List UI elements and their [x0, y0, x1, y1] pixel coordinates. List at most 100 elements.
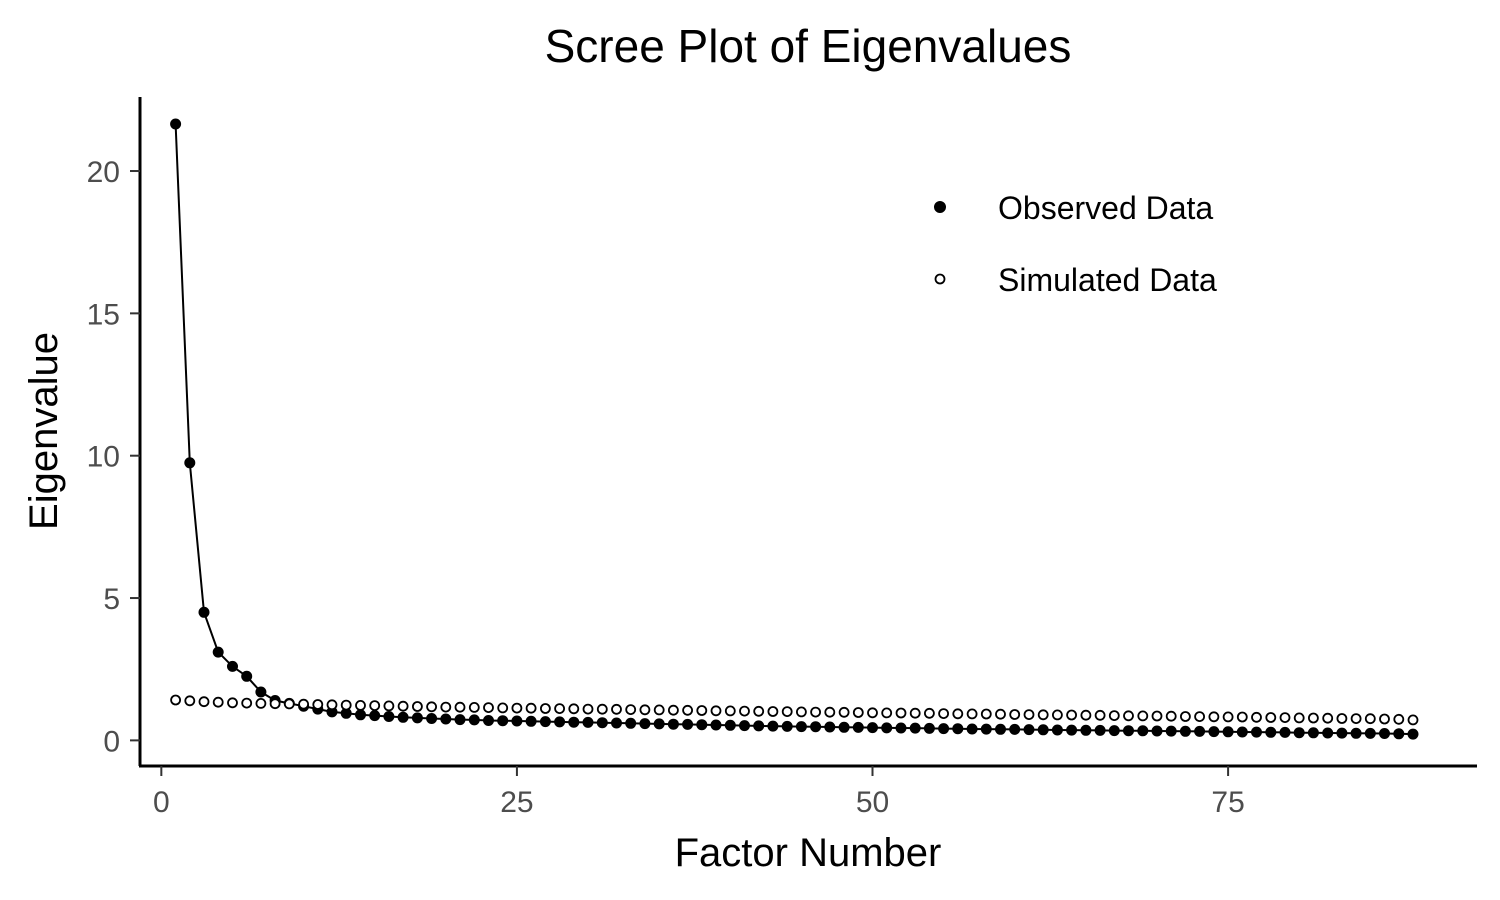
- data-point: [1165, 725, 1177, 737]
- data-point: [852, 707, 864, 718]
- data-point: [625, 717, 637, 729]
- data-point: [867, 707, 878, 719]
- data-point: [397, 711, 409, 723]
- data-point: [540, 703, 551, 714]
- data-point: [767, 720, 779, 732]
- data-point: [411, 712, 423, 724]
- data-point: [667, 718, 679, 730]
- data-point: [696, 705, 708, 716]
- data-point: [952, 708, 964, 720]
- data-point: [1208, 711, 1220, 723]
- data-point: [1251, 711, 1262, 723]
- data-point: [411, 701, 423, 712]
- data-point: [355, 700, 366, 711]
- data-point: [611, 717, 622, 729]
- data-point: [753, 705, 765, 717]
- data-point: [554, 716, 566, 728]
- data-point: [383, 711, 395, 722]
- data-point: [212, 646, 224, 658]
- data-point: [227, 697, 238, 709]
- data-point: [653, 718, 665, 730]
- data-point: [1080, 709, 1092, 721]
- data-point: [440, 701, 452, 713]
- data-point: [1023, 724, 1035, 736]
- data-point: [426, 701, 438, 713]
- data-point: [483, 702, 494, 713]
- x-axis-title: Factor Number: [675, 831, 942, 875]
- series-simulated-data: [170, 694, 1419, 726]
- data-point: [1265, 712, 1277, 723]
- data-point: [1051, 724, 1063, 736]
- data-point: [426, 713, 438, 724]
- data-point: [1194, 725, 1206, 737]
- data-point: [753, 720, 765, 732]
- data-point: [966, 723, 978, 735]
- data-point: [1236, 711, 1248, 723]
- y-tick-label: 15: [87, 298, 120, 331]
- data-point: [511, 715, 523, 727]
- legend-label-observed: Observed Data: [998, 190, 1213, 226]
- data-point: [1350, 727, 1362, 739]
- data-point: [1108, 725, 1120, 737]
- data-point: [1165, 710, 1177, 722]
- data-point: [852, 721, 864, 733]
- data-point: [881, 707, 893, 719]
- data-point: [255, 698, 267, 709]
- data-point: [525, 715, 537, 727]
- x-tick-label: 75: [1211, 786, 1244, 819]
- legend-label-simulated: Simulated Data: [998, 262, 1217, 298]
- data-point: [1222, 711, 1234, 723]
- data-point: [369, 700, 381, 711]
- data-point: [1151, 725, 1163, 737]
- data-point: [596, 717, 608, 729]
- data-point: [582, 716, 594, 728]
- data-point: [1322, 727, 1334, 739]
- data-point: [1066, 709, 1077, 721]
- data-point: [1293, 727, 1305, 739]
- data-point: [497, 702, 509, 714]
- data-point: [283, 698, 295, 710]
- data-point: [1379, 713, 1390, 725]
- data-point: [895, 707, 907, 719]
- data-point: [170, 694, 182, 706]
- x-tick-label: 25: [500, 786, 533, 819]
- data-point: [867, 722, 878, 734]
- data-point: [966, 708, 978, 720]
- data-point: [340, 699, 352, 711]
- data-point: [312, 699, 324, 710]
- data-point: [468, 702, 480, 713]
- data-point: [1037, 724, 1049, 736]
- data-point: [881, 722, 893, 734]
- data-point: [355, 709, 366, 721]
- data-point: [995, 723, 1006, 735]
- data-point: [980, 723, 992, 735]
- data-point: [781, 706, 793, 717]
- data-point: [1151, 710, 1163, 722]
- data-point: [1279, 726, 1291, 738]
- y-ticks: 0 5 10 15 20: [87, 156, 140, 758]
- data-point: [1180, 711, 1191, 722]
- data-point: [454, 714, 466, 726]
- y-tick-label: 20: [87, 156, 120, 189]
- data-point: [1137, 710, 1149, 722]
- data-point: [895, 722, 907, 734]
- data-point: [539, 716, 551, 728]
- data-point: [796, 706, 807, 718]
- data-point: [952, 723, 964, 735]
- data-point: [696, 719, 708, 731]
- data-point: [596, 703, 608, 715]
- data-point: [1137, 725, 1149, 737]
- data-point: [454, 701, 466, 713]
- data-point: [710, 719, 722, 731]
- data-point: [824, 706, 836, 718]
- data-point: [1037, 709, 1049, 721]
- data-point: [938, 708, 949, 719]
- data-point: [1322, 712, 1334, 724]
- data-point: [795, 721, 807, 733]
- data-point: [554, 703, 565, 714]
- data-point: [1336, 713, 1348, 724]
- data-point: [497, 715, 509, 727]
- data-point: [298, 698, 310, 710]
- data-point: [198, 606, 210, 618]
- data-point: [1009, 709, 1021, 720]
